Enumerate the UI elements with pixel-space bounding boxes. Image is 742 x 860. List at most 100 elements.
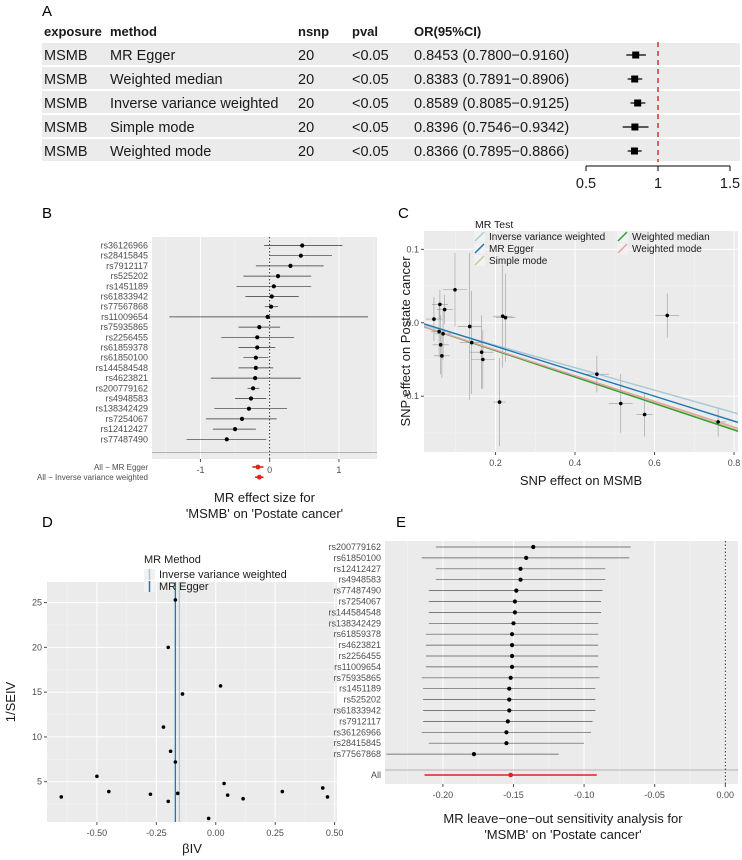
snp-point bbox=[618, 401, 623, 406]
snp-point bbox=[253, 365, 258, 370]
legend-label: Simple mode bbox=[489, 256, 548, 267]
funnel-plot-area bbox=[47, 582, 337, 822]
x-axis-tick-label: 0.2 bbox=[489, 458, 502, 468]
x-axis-title: 'MSMB' on 'Postate cancer' bbox=[484, 827, 641, 842]
table-cell: <0.05 bbox=[352, 96, 389, 112]
table-cell: Weighted median bbox=[110, 72, 223, 88]
snp-point bbox=[504, 741, 509, 746]
legend-title: MR Test bbox=[475, 219, 513, 231]
snp-label: rs7254067 bbox=[105, 414, 148, 424]
table-cell: 0.8366 (0.7895−0.8866) bbox=[414, 144, 569, 160]
snp-point bbox=[509, 632, 515, 637]
snp-point bbox=[239, 416, 245, 421]
snp-point bbox=[509, 653, 515, 659]
table-cell: 20 bbox=[298, 96, 314, 112]
table-row-band bbox=[42, 43, 740, 65]
snp-point bbox=[275, 274, 281, 279]
snp-point bbox=[497, 400, 502, 404]
x-axis-tick-label: 0.4 bbox=[569, 458, 582, 468]
snp-label: rs61859378 bbox=[333, 629, 381, 639]
regression-line bbox=[424, 323, 738, 424]
snp-point bbox=[531, 544, 536, 550]
table-cell: MSMB bbox=[44, 144, 88, 160]
table-cell: MSMB bbox=[44, 48, 88, 64]
snp-point bbox=[509, 643, 515, 648]
x-axis-tick-label: 0.00 bbox=[207, 828, 225, 838]
snp-point bbox=[269, 294, 274, 299]
snp-point bbox=[509, 664, 515, 670]
x-axis-tick-label: -0.10 bbox=[574, 790, 595, 800]
table-cell: 20 bbox=[298, 144, 314, 160]
snp-point bbox=[716, 420, 720, 424]
panel-label-b: B bbox=[42, 205, 52, 222]
y-axis-tick-label: 20 bbox=[32, 642, 42, 652]
snp-label: rs77487490 bbox=[333, 586, 381, 596]
snp-point bbox=[253, 376, 258, 381]
snp-point bbox=[665, 313, 670, 318]
snp-point bbox=[595, 372, 599, 376]
snp-point bbox=[507, 708, 512, 713]
legend-label: Weighted mode bbox=[632, 244, 702, 255]
forest-point bbox=[630, 147, 638, 155]
table-cell: 0.8396 (0.7546−0.9342) bbox=[414, 120, 569, 136]
table-cell: Simple mode bbox=[110, 120, 195, 136]
snp-point bbox=[224, 437, 229, 442]
snp-point bbox=[248, 396, 254, 401]
table-header-cell: exposure bbox=[44, 24, 102, 39]
snp-point bbox=[161, 725, 166, 729]
snp-point bbox=[441, 331, 445, 336]
panel-label-e: E bbox=[396, 514, 406, 531]
table-row-band bbox=[42, 139, 740, 161]
x-axis-tick-label: -0.50 bbox=[87, 828, 108, 838]
summary-point bbox=[255, 464, 261, 470]
snp-point bbox=[642, 412, 647, 417]
snp-label: rs525202 bbox=[343, 695, 381, 705]
y-axis-title: SNP effect on Postate cancer bbox=[398, 256, 413, 427]
snp-point bbox=[507, 697, 512, 702]
x-axis-tick-label: 0.6 bbox=[648, 458, 661, 468]
snp-point bbox=[241, 796, 245, 801]
panel-c-scatter: 0.2 0.4 0.6 0.8 0.1 0.0 -0.1 SNP effect on MSMB… bbox=[398, 219, 740, 488]
legend-label: Inverse variance weighted bbox=[159, 569, 287, 581]
y-axis-tick-label: -0.1 bbox=[403, 391, 419, 401]
legend-key-line bbox=[474, 231, 485, 242]
snp-label: rs144584548 bbox=[328, 607, 381, 617]
snp-point bbox=[250, 386, 256, 391]
snp-label: rs144584548 bbox=[95, 363, 148, 373]
snp-point bbox=[481, 357, 485, 362]
summary-point bbox=[508, 772, 513, 778]
forest-axis-tick-label: 0.5 bbox=[576, 176, 596, 192]
snp-label: rs4948583 bbox=[338, 575, 381, 585]
snp-label: rs7254067 bbox=[338, 597, 381, 607]
snp-label: rs61850100 bbox=[100, 353, 148, 363]
snp-point bbox=[440, 354, 444, 358]
snp-label: rs4948583 bbox=[105, 394, 148, 404]
snp-point bbox=[173, 760, 178, 764]
table-cell: 20 bbox=[298, 48, 314, 64]
snp-label: rs11009654 bbox=[334, 662, 381, 672]
table-row-band bbox=[42, 67, 740, 89]
legend-key-line bbox=[617, 231, 628, 242]
snp-label: rs28415845 bbox=[100, 251, 148, 261]
snp-label: rs77487490 bbox=[100, 434, 148, 444]
snp-point bbox=[225, 793, 230, 797]
snp-point bbox=[479, 350, 484, 354]
snp-point bbox=[438, 343, 443, 347]
panel-a-table: exposure method nsnp pval OR(95%CI) MSMB MR Eg… bbox=[42, 24, 740, 192]
snp-label: rs75935865 bbox=[100, 322, 148, 332]
y-axis-tick-label: 10 bbox=[32, 732, 42, 742]
snp-point bbox=[469, 340, 474, 345]
legend-label: MR Egger bbox=[489, 244, 535, 255]
forest-point bbox=[634, 99, 642, 107]
summary-point bbox=[256, 474, 262, 480]
snp-label: rs7912117 bbox=[106, 261, 148, 271]
legend-label: Inverse variance weighted bbox=[489, 232, 605, 243]
forest-point bbox=[632, 51, 640, 59]
snp-point bbox=[512, 610, 518, 615]
snp-label: rs138342429 bbox=[328, 618, 381, 628]
snp-label: rs36126966 bbox=[100, 241, 148, 251]
x-axis-tick-label: 0.8 bbox=[728, 458, 741, 468]
snp-label: rs11009654 bbox=[101, 312, 148, 322]
y-axis-tick-label: 5 bbox=[37, 777, 42, 787]
x-axis-title: 'MSMB' on 'Postate cancer' bbox=[186, 506, 343, 521]
